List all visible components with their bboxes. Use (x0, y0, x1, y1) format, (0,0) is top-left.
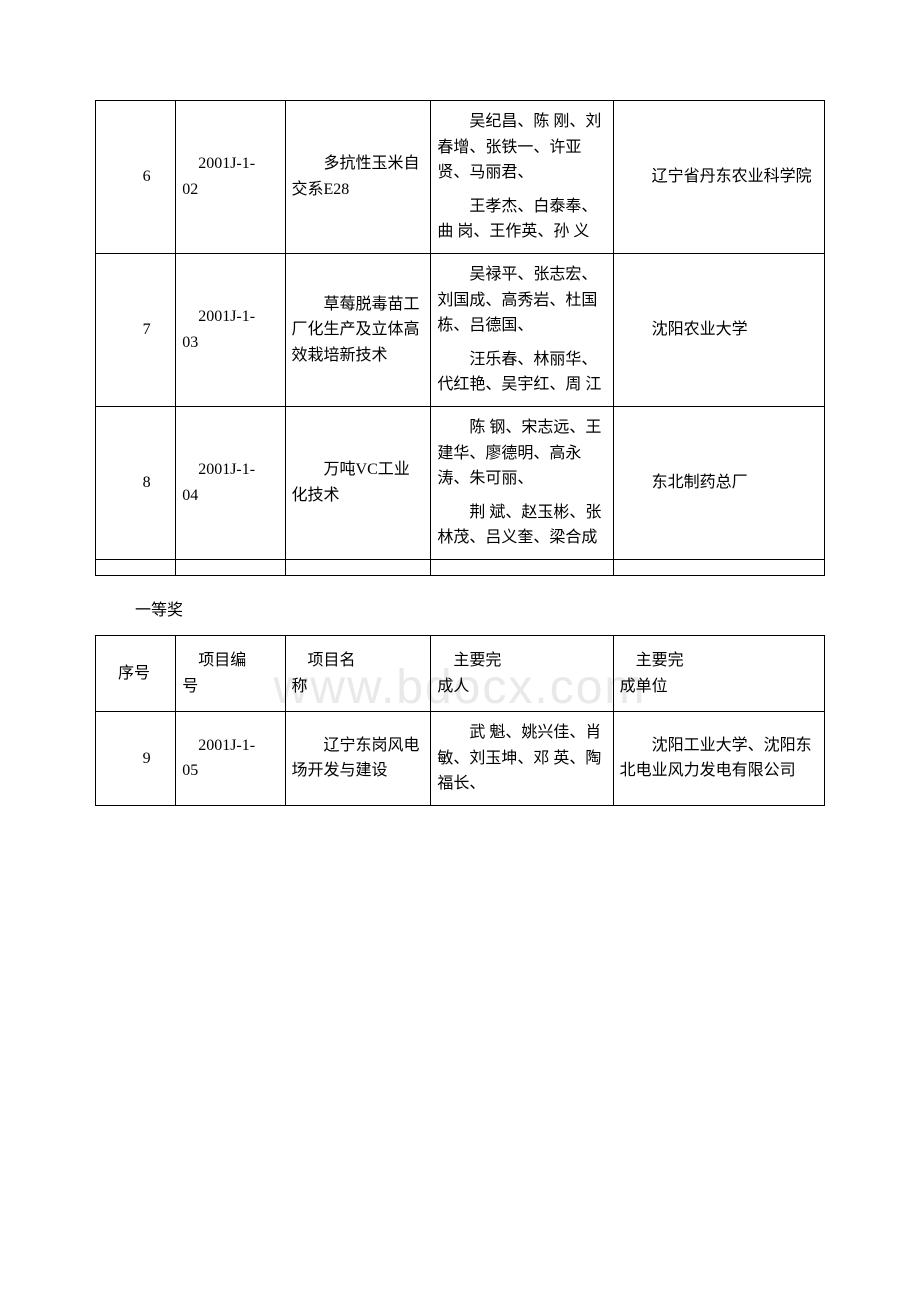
seq-cell: 6 (96, 101, 176, 254)
table-row: 9 2001J-1-05辽宁东岗风电场开发与建设武 魁、姚兴佳、肖 敏、刘玉坤、… (96, 712, 825, 806)
header-cell-name: 项目名称 (285, 635, 431, 711)
awards-table-2: 序号 项目编号 项目名称 主要完成人 主要完成单位9 2001J-1-05辽宁东… (95, 635, 825, 806)
spacer-cell (96, 559, 176, 575)
table-row: 8 2001J-1-04万吨VC工业化技术陈 钢、宋志远、王建华、廖德明、高永涛… (96, 406, 825, 559)
section-subtitle: 一等奖 (95, 576, 825, 635)
seq-cell: 9 (96, 712, 176, 806)
name-cell: 草莓脱毒苗工厂化生产及立体高效栽培新技术 (285, 253, 431, 406)
name-cell: 多抗性玉米自交系E28 (285, 101, 431, 254)
people-cell: 吴纪昌、陈 刚、刘春增、张铁一、许亚贤、马丽君、王孝杰、白泰奉、曲 岗、王作英、… (431, 101, 613, 254)
org-cell: 东北制药总厂 (613, 406, 824, 559)
seq-cell: 7 (96, 253, 176, 406)
header-cell-people: 主要完成人 (431, 635, 613, 711)
table-row: 6 2001J-1-02多抗性玉米自交系E28吴纪昌、陈 刚、刘春增、张铁一、许… (96, 101, 825, 254)
spacer-row (96, 559, 825, 575)
spacer-cell (431, 559, 613, 575)
code-cell: 2001J-1-04 (176, 406, 285, 559)
awards-table-1: 6 2001J-1-02多抗性玉米自交系E28吴纪昌、陈 刚、刘春增、张铁一、许… (95, 100, 825, 576)
code-cell: 2001J-1-05 (176, 712, 285, 806)
spacer-cell (285, 559, 431, 575)
org-cell: 辽宁省丹东农业科学院 (613, 101, 824, 254)
name-cell: 辽宁东岗风电场开发与建设 (285, 712, 431, 806)
people-cell: 武 魁、姚兴佳、肖 敏、刘玉坤、邓 英、陶福长、 (431, 712, 613, 806)
header-cell-code: 项目编号 (176, 635, 285, 711)
spacer-cell (176, 559, 285, 575)
people-cell: 吴禄平、张志宏、刘国成、高秀岩、杜国栋、吕德国、汪乐春、林丽华、代红艳、吴宇红、… (431, 253, 613, 406)
header-cell-org: 主要完成单位 (613, 635, 824, 711)
org-cell: 沈阳工业大学、沈阳东北电业风力发电有限公司 (613, 712, 824, 806)
people-cell: 陈 钢、宋志远、王建华、廖德明、高永涛、朱可丽、荆 斌、赵玉彬、张林茂、吕义奎、… (431, 406, 613, 559)
org-cell: 沈阳农业大学 (613, 253, 824, 406)
code-cell: 2001J-1-03 (176, 253, 285, 406)
code-cell: 2001J-1-02 (176, 101, 285, 254)
name-cell: 万吨VC工业化技术 (285, 406, 431, 559)
seq-cell: 8 (96, 406, 176, 559)
header-cell-seq: 序号 (96, 635, 176, 711)
table-row: 7 2001J-1-03草莓脱毒苗工厂化生产及立体高效栽培新技术吴禄平、张志宏、… (96, 253, 825, 406)
table-header-row: 序号 项目编号 项目名称 主要完成人 主要完成单位 (96, 635, 825, 711)
spacer-cell (613, 559, 824, 575)
